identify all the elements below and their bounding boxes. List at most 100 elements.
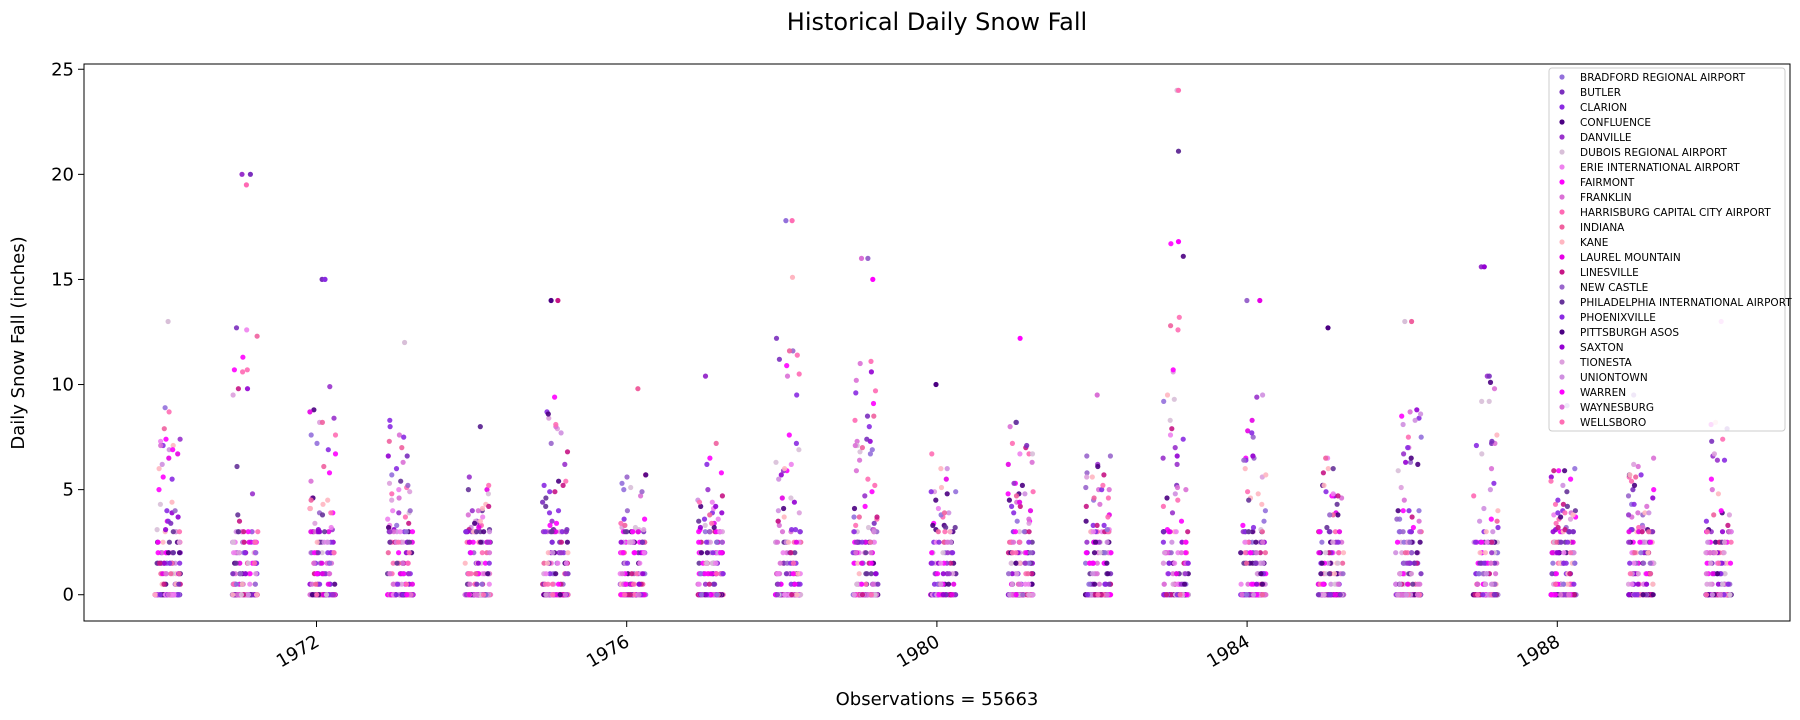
legend-label: WAYNESBURG bbox=[1580, 402, 1654, 414]
data-point bbox=[1707, 550, 1713, 556]
data-point bbox=[1633, 474, 1639, 480]
data-point bbox=[796, 510, 802, 516]
data-point bbox=[165, 592, 171, 598]
data-point bbox=[230, 539, 236, 545]
data-point bbox=[1416, 508, 1422, 514]
data-point bbox=[949, 592, 955, 598]
data-point bbox=[475, 508, 481, 514]
data-point bbox=[1091, 550, 1098, 556]
data-point bbox=[938, 466, 944, 472]
data-point bbox=[702, 529, 708, 535]
plot-frame bbox=[83, 63, 1791, 622]
data-point bbox=[856, 514, 862, 520]
data-point bbox=[235, 386, 241, 392]
data-point bbox=[1261, 518, 1267, 524]
data-point bbox=[1555, 497, 1561, 503]
data-point bbox=[698, 571, 704, 577]
data-point bbox=[708, 571, 714, 577]
data-point bbox=[311, 560, 317, 566]
data-point bbox=[1566, 592, 1572, 598]
data-point bbox=[1167, 417, 1173, 423]
data-point bbox=[230, 571, 236, 577]
data-point bbox=[696, 529, 702, 535]
data-point bbox=[463, 529, 469, 535]
data-point bbox=[862, 493, 868, 499]
data-point bbox=[1418, 571, 1424, 577]
data-point bbox=[165, 318, 171, 325]
data-point bbox=[872, 388, 879, 394]
data-point bbox=[244, 327, 250, 333]
data-point bbox=[1104, 527, 1110, 533]
data-point bbox=[172, 508, 178, 514]
data-point bbox=[327, 384, 333, 390]
data-point bbox=[177, 436, 183, 442]
data-point bbox=[1400, 421, 1406, 428]
data-point bbox=[776, 356, 783, 362]
data-point bbox=[1715, 581, 1721, 587]
data-point bbox=[405, 482, 411, 488]
data-point bbox=[793, 440, 800, 446]
data-point bbox=[643, 472, 649, 478]
data-point bbox=[779, 529, 786, 535]
data-point bbox=[404, 453, 410, 459]
data-point bbox=[952, 524, 958, 531]
data-point bbox=[1709, 592, 1715, 598]
data-point bbox=[1026, 529, 1032, 535]
data-point bbox=[929, 560, 935, 566]
x-tick-label: 1988 bbox=[1514, 631, 1564, 672]
data-point bbox=[1550, 560, 1556, 566]
data-point bbox=[545, 560, 551, 566]
data-point bbox=[1180, 436, 1186, 442]
legend-marker bbox=[1559, 239, 1565, 245]
data-point bbox=[1401, 451, 1407, 457]
data-point bbox=[1564, 581, 1570, 587]
data-point bbox=[1416, 518, 1422, 524]
data-point bbox=[175, 592, 181, 598]
data-point bbox=[555, 581, 562, 587]
data-point bbox=[244, 386, 251, 392]
legend-label: INDIANA bbox=[1580, 222, 1625, 234]
data-point bbox=[1647, 560, 1653, 566]
data-point bbox=[1631, 482, 1638, 488]
data-point bbox=[862, 503, 868, 509]
data-point bbox=[1320, 581, 1326, 587]
data-point bbox=[1474, 581, 1481, 587]
data-point bbox=[247, 171, 253, 177]
data-point bbox=[1401, 497, 1407, 503]
data-point bbox=[1084, 539, 1090, 545]
data-point bbox=[1088, 592, 1094, 598]
data-point bbox=[1407, 529, 1413, 535]
data-point bbox=[930, 522, 936, 529]
data-point bbox=[310, 592, 316, 598]
data-point bbox=[326, 529, 332, 535]
data-point bbox=[323, 592, 330, 598]
data-point bbox=[1491, 386, 1498, 392]
data-point bbox=[1257, 297, 1263, 304]
data-point bbox=[1323, 550, 1329, 556]
data-point bbox=[796, 447, 802, 453]
data-point bbox=[1721, 457, 1728, 463]
data-point bbox=[1481, 264, 1487, 270]
data-point bbox=[1019, 482, 1025, 488]
data-point bbox=[402, 514, 408, 520]
data-point bbox=[565, 550, 571, 556]
data-point bbox=[1471, 493, 1477, 499]
data-point bbox=[322, 529, 328, 535]
data-point bbox=[1405, 560, 1411, 566]
data-point bbox=[715, 516, 721, 522]
data-point bbox=[1161, 398, 1167, 404]
data-point bbox=[1253, 560, 1259, 566]
data-point bbox=[1409, 550, 1415, 556]
data-point bbox=[555, 560, 561, 566]
data-point bbox=[1027, 550, 1033, 556]
data-point bbox=[485, 571, 491, 577]
data-point bbox=[869, 489, 875, 495]
data-point bbox=[1715, 560, 1722, 566]
y-tick-label: 20 bbox=[51, 164, 74, 185]
legend-box bbox=[1548, 67, 1786, 432]
data-point bbox=[1334, 501, 1340, 507]
data-point bbox=[853, 539, 860, 545]
data-point bbox=[1096, 581, 1102, 587]
data-point bbox=[874, 514, 880, 520]
data-point bbox=[1185, 529, 1191, 535]
